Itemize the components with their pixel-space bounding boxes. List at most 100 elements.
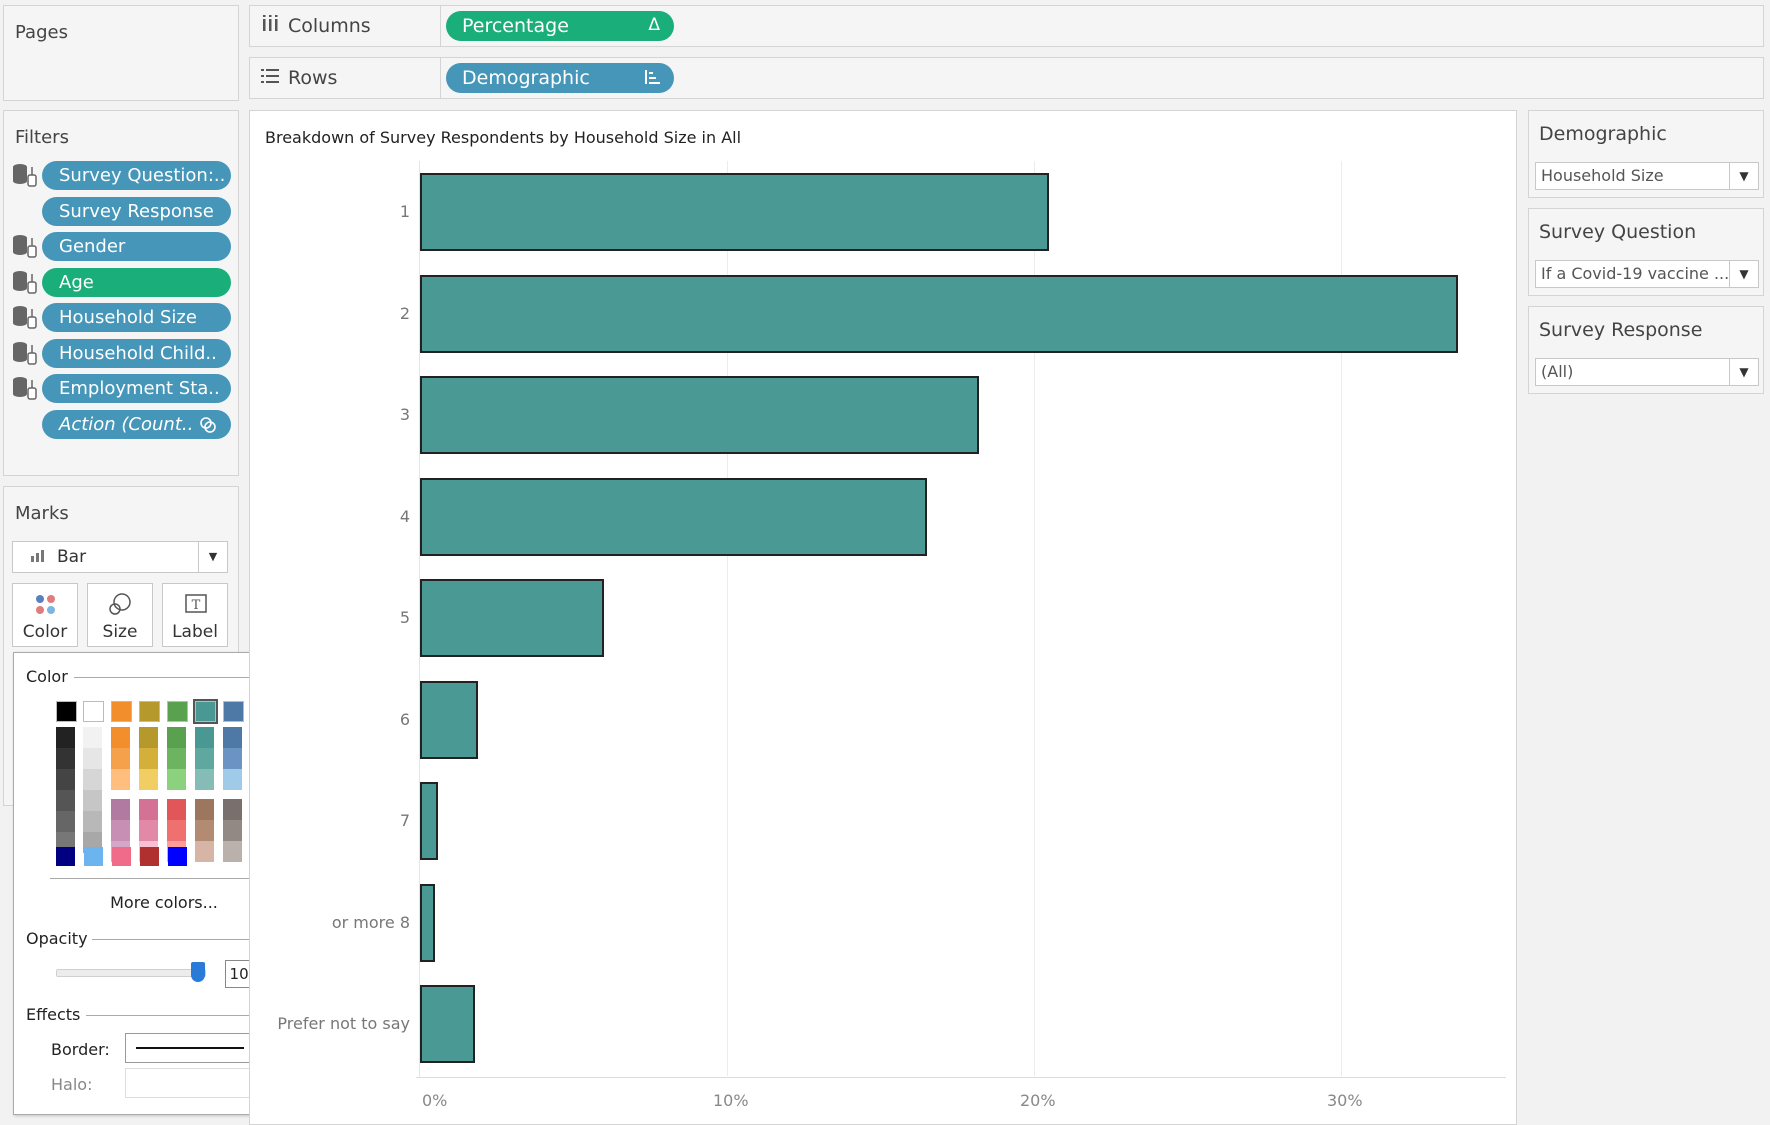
survey-response-select[interactable]: (All) ▼ bbox=[1535, 358, 1759, 386]
bar[interactable] bbox=[420, 274, 1458, 353]
columns-text: Columns bbox=[288, 15, 371, 37]
columns-icon bbox=[260, 14, 280, 38]
survey-response-card: Survey Response (All) ▼ bbox=[1528, 306, 1764, 394]
filter-pill-label: Age bbox=[59, 271, 94, 293]
y-axis-line bbox=[419, 161, 420, 1077]
bar-chart-icon bbox=[31, 547, 47, 567]
color-button-label: Color bbox=[22, 622, 68, 642]
bar[interactable] bbox=[420, 782, 439, 860]
filter-pill[interactable]: Household Child.. bbox=[42, 338, 231, 368]
filter-pill[interactable]: Age bbox=[42, 267, 231, 297]
color-swatch[interactable] bbox=[83, 701, 104, 722]
bar[interactable] bbox=[420, 173, 1050, 251]
filter-pill-label: Household Size bbox=[59, 307, 197, 328]
filter-pill-label: Gender bbox=[59, 236, 126, 257]
category-label: Prefer not to say bbox=[277, 1014, 410, 1033]
border-label: Border: bbox=[51, 1040, 110, 1059]
custom-color-swatch[interactable] bbox=[84, 847, 103, 866]
color-swatch[interactable] bbox=[223, 701, 244, 722]
color-swatch[interactable] bbox=[111, 701, 132, 722]
chevron-down-icon: ▼ bbox=[1729, 261, 1758, 287]
opacity-section-divider bbox=[92, 939, 302, 940]
category-label: 4 bbox=[399, 506, 410, 526]
svg-text:T: T bbox=[192, 598, 201, 613]
color-ramp[interactable] bbox=[195, 727, 214, 790]
size-button-label: Size bbox=[102, 622, 138, 642]
custom-color-swatch[interactable] bbox=[140, 847, 159, 866]
filter-pill[interactable]: Household Size bbox=[42, 303, 231, 332]
color-ramp[interactable] bbox=[56, 727, 75, 853]
survey-question-select[interactable]: If a Covid-19 vaccine ... ▼ bbox=[1535, 260, 1759, 288]
category-label: 5 bbox=[399, 608, 410, 627]
filter-pill[interactable]: Survey Question:.. bbox=[42, 161, 231, 190]
custom-color-swatch[interactable] bbox=[112, 847, 131, 866]
filter-pill-label: Survey Question:.. bbox=[59, 165, 226, 186]
color-ramp[interactable] bbox=[223, 727, 242, 790]
mark-type-select[interactable]: Bar ▼ bbox=[12, 541, 228, 573]
gridline bbox=[1341, 161, 1342, 1076]
filter-pill[interactable]: Action (Count.. bbox=[42, 409, 231, 439]
database-icon bbox=[12, 376, 38, 400]
more-colors-link[interactable]: More colors... bbox=[110, 893, 218, 912]
category-label: 7 bbox=[399, 811, 410, 830]
color-ramp[interactable] bbox=[83, 727, 102, 853]
x-tick-label: 30% bbox=[1327, 1091, 1363, 1110]
demographic-pill-label: Demographic bbox=[462, 67, 590, 89]
columns-shelf[interactable]: Columns Percentage Δ bbox=[249, 5, 1764, 47]
custom-color-swatch[interactable] bbox=[168, 847, 187, 866]
database-icon bbox=[12, 163, 38, 187]
filter-pill-label: Survey Response bbox=[59, 200, 214, 222]
database-icon bbox=[12, 305, 38, 329]
survey-response-select-value: (All) bbox=[1541, 362, 1574, 381]
color-swatch[interactable] bbox=[167, 701, 188, 722]
bar[interactable] bbox=[420, 883, 436, 962]
rows-icon bbox=[260, 68, 280, 89]
color-swatch[interactable] bbox=[139, 701, 160, 722]
border-line-preview bbox=[136, 1047, 244, 1049]
chevron-down-icon: ▼ bbox=[198, 542, 227, 572]
gridline bbox=[1034, 161, 1035, 1076]
label-button[interactable]: T Label bbox=[162, 583, 228, 647]
color-ramp[interactable] bbox=[223, 799, 242, 862]
color-ramp[interactable] bbox=[167, 727, 186, 790]
opacity-slider[interactable] bbox=[56, 962, 206, 982]
effects-section-divider bbox=[86, 1015, 302, 1016]
sort-icon bbox=[644, 69, 660, 90]
chevron-down-icon: ▼ bbox=[1729, 359, 1758, 385]
color-dots-icon bbox=[35, 594, 57, 621]
filter-pill[interactable]: Gender bbox=[42, 232, 231, 261]
color-ramp[interactable] bbox=[111, 727, 130, 790]
bar[interactable] bbox=[420, 477, 927, 556]
color-ramp[interactable] bbox=[195, 799, 214, 862]
x-axis-line bbox=[416, 1077, 1506, 1078]
color-section-title: Color bbox=[26, 667, 68, 686]
bar[interactable] bbox=[420, 680, 479, 759]
rows-text: Rows bbox=[288, 67, 338, 89]
size-button[interactable]: Size bbox=[87, 583, 153, 647]
filter-pill-label: Household Child.. bbox=[59, 342, 217, 364]
demographic-select-value: Household Size bbox=[1541, 166, 1664, 185]
size-icon bbox=[108, 592, 134, 621]
color-swatch[interactable] bbox=[193, 699, 218, 724]
filter-pill[interactable]: Employment Sta.. bbox=[42, 374, 231, 403]
filter-pill[interactable]: Survey Response bbox=[42, 196, 231, 226]
demographic-select[interactable]: Household Size ▼ bbox=[1535, 162, 1759, 190]
category-label: 1 bbox=[399, 202, 410, 221]
bar[interactable] bbox=[420, 376, 979, 454]
rows-shelf[interactable]: Rows Demographic bbox=[249, 57, 1764, 99]
category-label: 3 bbox=[399, 405, 410, 424]
demographic-card: Demographic Household Size ▼ bbox=[1528, 110, 1764, 198]
opacity-slider-handle[interactable] bbox=[191, 962, 205, 982]
bar[interactable] bbox=[420, 579, 605, 657]
custom-color-swatch[interactable] bbox=[56, 847, 75, 866]
category-label: 6 bbox=[399, 709, 410, 729]
percentage-pill[interactable]: Percentage Δ bbox=[446, 11, 674, 41]
color-ramp[interactable] bbox=[139, 727, 158, 790]
demographic-pill[interactable]: Demographic bbox=[446, 63, 674, 93]
opacity-slider-fill bbox=[57, 970, 205, 976]
chart-view: Breakdown of Survey Respondents by House… bbox=[249, 110, 1517, 1125]
color-section-divider bbox=[74, 677, 302, 678]
bar[interactable] bbox=[420, 985, 476, 1063]
color-swatch[interactable] bbox=[56, 701, 77, 722]
color-button[interactable]: Color bbox=[12, 583, 78, 647]
